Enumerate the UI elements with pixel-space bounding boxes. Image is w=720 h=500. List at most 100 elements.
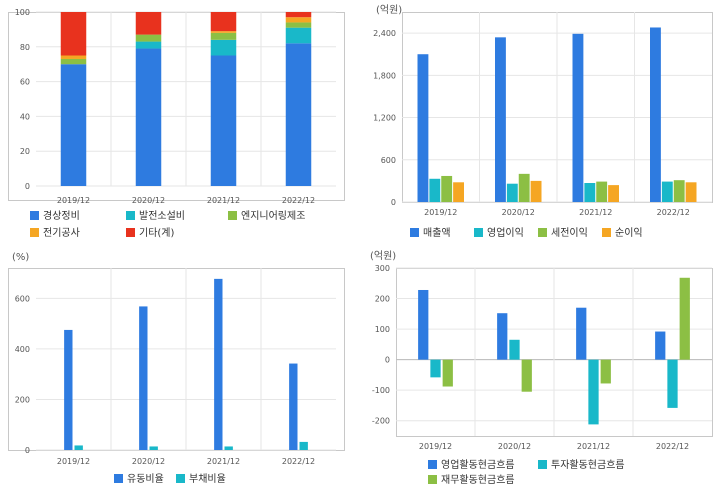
- bar: [285, 43, 312, 186]
- legend-label: 경상정비: [43, 209, 80, 222]
- bar: [506, 183, 518, 202]
- bar: [139, 306, 148, 450]
- legend-swatch: [538, 228, 547, 237]
- x-tick-label: 2020/12: [502, 208, 535, 217]
- bar: [650, 27, 661, 203]
- legend-swatch: [428, 460, 437, 469]
- chart-3: (%) 0 200 400 600 2019/12 2020/12 2021/12 2022/1…: [8, 252, 345, 485]
- bar: [285, 27, 312, 44]
- legend-swatch: [176, 474, 185, 483]
- bar: [210, 12, 237, 32]
- y-tick-label: 0: [391, 198, 396, 207]
- bar: [60, 64, 87, 186]
- x-tick-label: 2019/12: [57, 196, 90, 205]
- bar: [418, 289, 429, 360]
- unit-label: (억원): [370, 250, 396, 262]
- legend-swatch: [126, 211, 135, 220]
- bar: [430, 359, 441, 378]
- x-tick-label: 2021/12: [577, 442, 610, 451]
- y-tick-label: 40: [20, 112, 30, 121]
- y-tick-label: 60: [20, 78, 30, 87]
- legend-swatch: [474, 228, 483, 237]
- x-tick-label: 2022/12: [656, 442, 689, 451]
- bar: [608, 185, 619, 202]
- bar: [521, 359, 532, 392]
- bar: [149, 446, 158, 450]
- bar: [60, 55, 87, 59]
- bar: [679, 277, 690, 360]
- bar: [576, 307, 587, 360]
- bar: [509, 339, 520, 360]
- unit-label: (%): [12, 252, 29, 263]
- bar: [530, 180, 542, 202]
- bar: [667, 359, 678, 408]
- y-tick-label: 600: [381, 156, 396, 165]
- legend-swatch: [428, 475, 437, 484]
- legend-label: 영업이익: [487, 226, 524, 239]
- bar: [441, 175, 453, 202]
- x-tick-label: 2020/12: [498, 442, 531, 451]
- x-tick-label: 2019/12: [419, 442, 452, 451]
- y-tick-label: -200: [372, 417, 390, 426]
- y-tick-label: 0: [385, 356, 390, 365]
- x-tick-label: 2019/12: [57, 457, 90, 466]
- legend-swatch: [410, 228, 419, 237]
- y-tick-label: 200: [375, 295, 390, 304]
- y-tick-label: 400: [15, 345, 30, 354]
- legend-swatch: [126, 228, 135, 237]
- legend-swatch: [228, 211, 237, 220]
- bar: [60, 12, 87, 56]
- chart-1: 0 20 40 60 80 100 2019/12 2020/12 2021/12 2022/12…: [8, 8, 345, 239]
- bar: [596, 181, 608, 202]
- unit-label: (억원): [376, 4, 402, 16]
- y-tick-label: 20: [20, 147, 30, 156]
- bar: [588, 359, 599, 425]
- x-tick-label: 2020/12: [132, 457, 165, 466]
- y-tick-label: 300: [375, 264, 390, 273]
- y-tick-label: 1,800: [373, 71, 396, 80]
- y-tick-label: 80: [20, 43, 30, 52]
- bar: [495, 37, 506, 203]
- y-tick-label: 2,400: [373, 29, 396, 38]
- x-tick-label: 2021/12: [207, 457, 240, 466]
- bar: [429, 178, 441, 202]
- legend-label: 발전소설비: [139, 210, 185, 222]
- bar: [289, 363, 298, 450]
- y-tick-label: 0: [25, 446, 30, 455]
- bar: [285, 17, 312, 23]
- legend-label: 재무활동현금흐름: [441, 473, 515, 486]
- bar: [135, 41, 162, 49]
- bar: [210, 39, 237, 56]
- x-tick-label: 2022/12: [282, 196, 315, 205]
- legend-swatch: [538, 460, 547, 469]
- legend-label: 유동비율: [127, 473, 164, 485]
- bar: [60, 58, 87, 65]
- y-tick-label: 200: [15, 395, 30, 404]
- x-tick-label: 2020/12: [132, 196, 165, 205]
- bar: [417, 54, 429, 202]
- legend-label: 순이익: [615, 227, 643, 239]
- legend-label: 영업활동현금흐름: [441, 458, 515, 471]
- legend-label: 세전이익: [551, 227, 588, 239]
- legend-label: 부채비율: [189, 473, 226, 485]
- bar: [442, 359, 453, 387]
- legend-label: 투자활동현금흐름: [551, 458, 625, 471]
- legend-label: 엔지니어링제조: [241, 210, 305, 222]
- chart-4: (억원) -200 -100 0 100 200 300 2019/12 2020/12 2021…: [370, 250, 713, 486]
- bar: [600, 359, 611, 384]
- bar: [64, 329, 73, 450]
- bar: [214, 278, 223, 450]
- y-tick-label: -100: [372, 386, 390, 395]
- legend-label: 매출액: [423, 227, 451, 239]
- y-tick-label: 1,200: [373, 114, 396, 123]
- x-tick-label: 2022/12: [657, 208, 690, 217]
- legend-label: 전기공사: [43, 227, 80, 239]
- y-tick-label: 100: [375, 325, 390, 334]
- bar: [135, 34, 162, 42]
- bar: [661, 181, 673, 202]
- x-tick-label: 2022/12: [282, 457, 315, 466]
- legend-swatch: [114, 474, 123, 483]
- bar: [135, 48, 162, 186]
- legend-label: 기타(계): [139, 227, 175, 239]
